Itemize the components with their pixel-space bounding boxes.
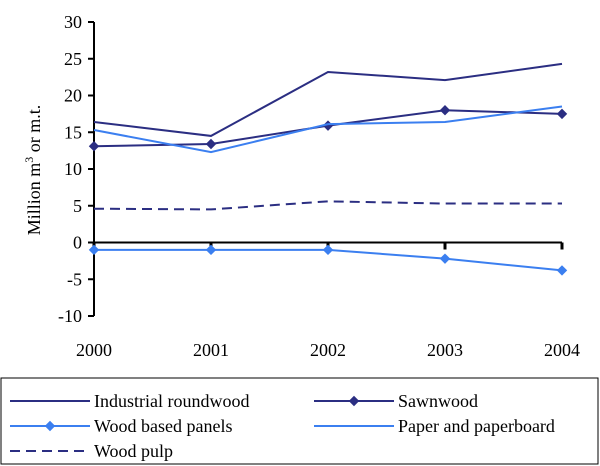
data-point-wood-based-panels — [88, 244, 100, 256]
data-point-wood-based-panels — [205, 244, 217, 256]
y-tick-label: -5 — [67, 269, 82, 289]
series-line-paper-and-paperboard — [93, 105, 563, 154]
y-axis-title: Million m3 or m.t. — [22, 105, 44, 236]
x-tick-label: 2004 — [544, 340, 580, 360]
data-point-wood-based-panels — [322, 244, 334, 256]
data-point-sawnwood — [439, 104, 451, 116]
y-axis-title-suffix: or m.t. — [24, 105, 44, 157]
legend-label-wood-pulp: Wood pulp — [94, 441, 173, 461]
y-axis-title-superscript: 3 — [22, 157, 36, 163]
legend-label-paper-and-paperboard: Paper and paperboard — [398, 416, 555, 436]
legend-label-wood-based-panels: Wood based panels — [94, 416, 233, 436]
series-line-wood-pulp — [93, 200, 562, 211]
legend: Industrial roundwood Sawnwood Wood based p… — [0, 377, 599, 465]
x-tick-label: 2000 — [76, 340, 112, 360]
data-point-sawnwood — [88, 141, 100, 152]
y-tick-label: 20 — [64, 86, 82, 106]
y-axis-title-base: Million m — [24, 163, 44, 236]
y-tick-label: -10 — [58, 306, 82, 326]
plot-area: -10 -5 0 5 10 15 20 25 30 2000 2001 2002 2003 2004 — [58, 12, 580, 360]
y-tick-label: 10 — [64, 159, 82, 179]
legend-label-industrial-roundwood: Industrial roundwood — [94, 391, 249, 411]
y-tick-label: 0 — [73, 233, 82, 253]
legend-label-sawnwood: Sawnwood — [398, 391, 478, 411]
data-point-sawnwood — [556, 108, 568, 120]
x-tick-label: 2003 — [427, 340, 463, 360]
y-tick-label: 5 — [73, 196, 82, 216]
data-point-sawnwood — [205, 138, 217, 150]
x-tick-label: 2001 — [193, 340, 229, 360]
y-tick-label: 25 — [64, 49, 82, 69]
y-tick-label: 15 — [64, 122, 82, 142]
legend-marker-sawnwood — [348, 395, 360, 407]
legend-marker-wood-based-panels — [44, 420, 56, 432]
series-line-industrial-roundwood — [93, 62, 563, 137]
y-tick-label: 30 — [64, 12, 82, 32]
data-point-wood-based-panels — [556, 265, 568, 276]
legend-box — [0, 377, 599, 465]
x-tick-label: 2002 — [310, 340, 346, 360]
data-point-wood-based-panels — [439, 253, 451, 264]
